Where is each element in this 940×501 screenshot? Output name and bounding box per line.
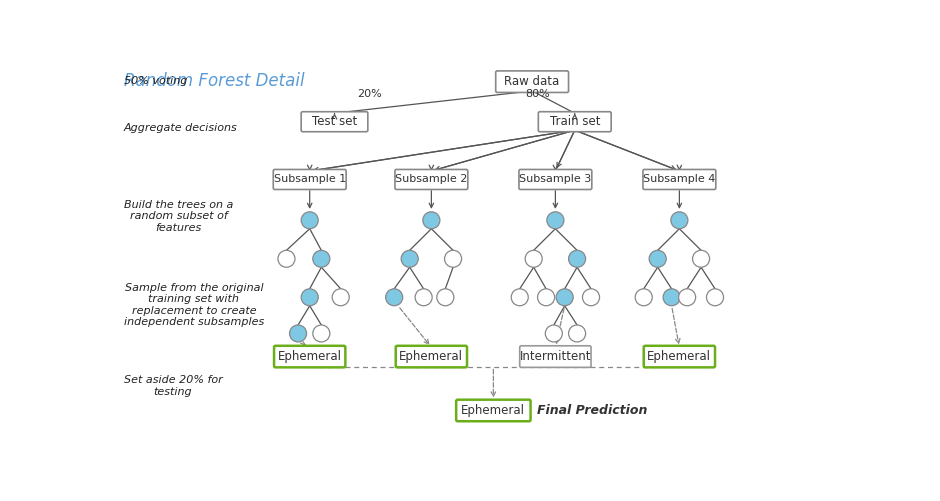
Circle shape: [301, 212, 319, 229]
Circle shape: [313, 325, 330, 342]
Text: Ephemeral: Ephemeral: [400, 350, 463, 363]
Text: Subsample 1: Subsample 1: [274, 174, 346, 184]
FancyBboxPatch shape: [539, 112, 611, 132]
Text: 80%: 80%: [525, 89, 550, 99]
Text: Ephemeral: Ephemeral: [277, 350, 342, 363]
Circle shape: [437, 289, 454, 306]
Text: Random Forest Detail: Random Forest Detail: [124, 73, 305, 91]
Text: Set aside 20% for
testing: Set aside 20% for testing: [124, 375, 223, 397]
Circle shape: [313, 250, 330, 267]
Text: Ephemeral: Ephemeral: [648, 350, 712, 363]
Circle shape: [556, 289, 573, 306]
Circle shape: [290, 325, 306, 342]
Circle shape: [401, 250, 418, 267]
FancyBboxPatch shape: [274, 169, 346, 189]
Circle shape: [538, 289, 555, 306]
Text: 20%: 20%: [357, 89, 382, 99]
Text: Subsample 2: Subsample 2: [395, 174, 467, 184]
Circle shape: [545, 325, 562, 342]
FancyBboxPatch shape: [643, 169, 715, 189]
Text: Aggregate decisions: Aggregate decisions: [124, 123, 238, 133]
Circle shape: [445, 250, 462, 267]
Text: Subsample 3: Subsample 3: [519, 174, 591, 184]
Text: Train set: Train set: [550, 115, 600, 128]
Circle shape: [583, 289, 600, 306]
FancyBboxPatch shape: [396, 346, 467, 367]
Circle shape: [569, 325, 586, 342]
Circle shape: [547, 212, 564, 229]
Text: Subsample 4: Subsample 4: [643, 174, 715, 184]
Text: Test set: Test set: [312, 115, 357, 128]
Circle shape: [511, 289, 528, 306]
Circle shape: [278, 250, 295, 267]
Text: Ephemeral: Ephemeral: [462, 404, 525, 417]
Circle shape: [635, 289, 652, 306]
Circle shape: [415, 289, 432, 306]
FancyBboxPatch shape: [520, 346, 591, 367]
Text: Raw data: Raw data: [505, 75, 559, 88]
Circle shape: [650, 250, 666, 267]
Circle shape: [301, 289, 319, 306]
Text: Sample from the original
training set with
replacement to create
independent sub: Sample from the original training set wi…: [124, 283, 264, 328]
Circle shape: [663, 289, 681, 306]
Text: 50% voting: 50% voting: [124, 76, 187, 86]
Text: Final Prediction: Final Prediction: [537, 404, 647, 417]
FancyBboxPatch shape: [495, 71, 569, 93]
Circle shape: [707, 289, 724, 306]
FancyBboxPatch shape: [519, 169, 592, 189]
FancyBboxPatch shape: [274, 346, 345, 367]
Circle shape: [679, 289, 696, 306]
Text: Build the trees on a
random subset of
features: Build the trees on a random subset of fe…: [124, 200, 233, 233]
Circle shape: [525, 250, 542, 267]
FancyBboxPatch shape: [644, 346, 715, 367]
Circle shape: [569, 250, 586, 267]
FancyBboxPatch shape: [456, 400, 530, 421]
Text: Intermittent: Intermittent: [520, 350, 591, 363]
FancyBboxPatch shape: [395, 169, 468, 189]
Circle shape: [423, 212, 440, 229]
Circle shape: [332, 289, 350, 306]
FancyBboxPatch shape: [301, 112, 368, 132]
Circle shape: [671, 212, 688, 229]
Circle shape: [385, 289, 402, 306]
Circle shape: [693, 250, 710, 267]
